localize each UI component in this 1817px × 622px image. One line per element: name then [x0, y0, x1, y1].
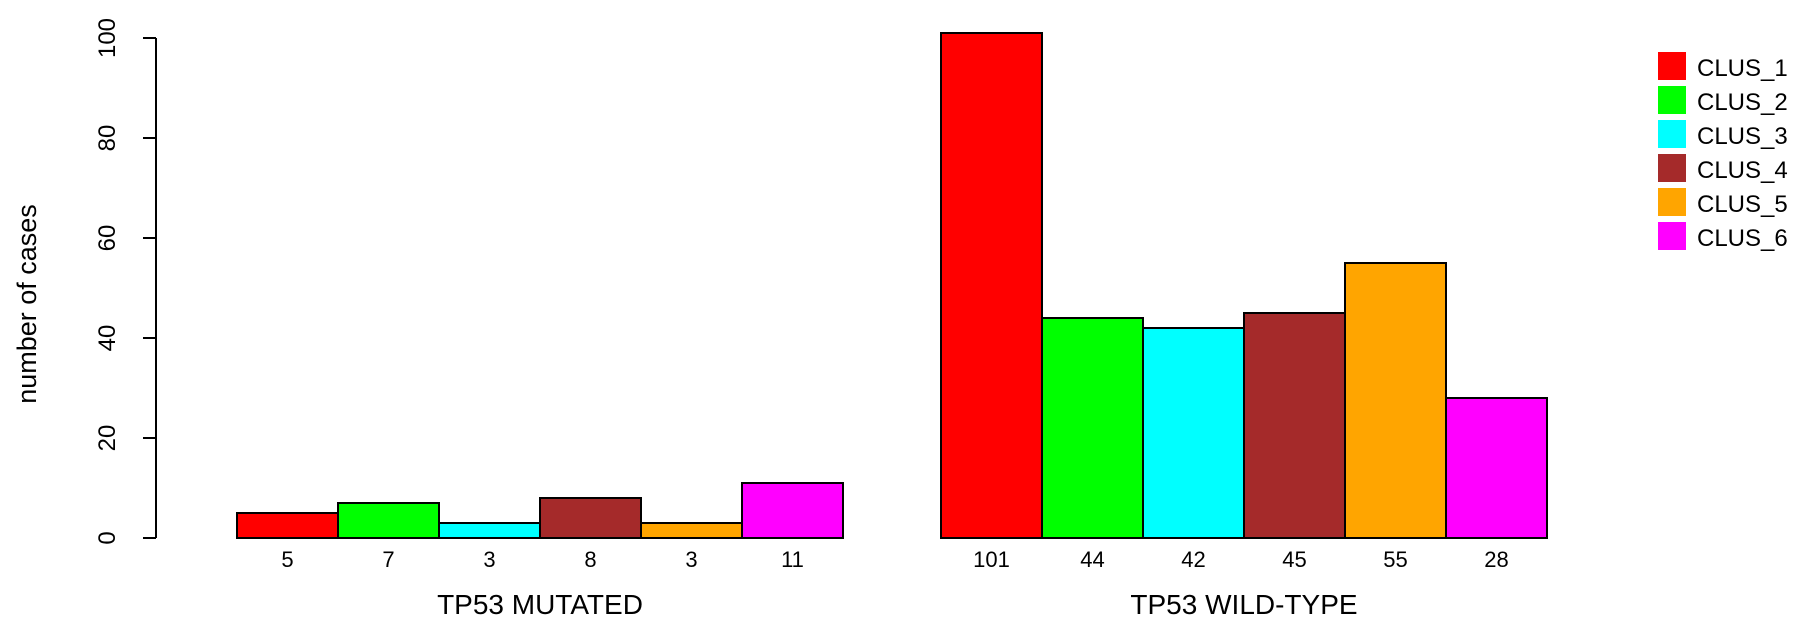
bar [741, 482, 844, 539]
bar [236, 512, 339, 539]
group-title: TP53 WILD-TYPE [1130, 589, 1357, 620]
legend-label: CLUS_5 [1697, 191, 1788, 218]
y-tick-label: 0 [94, 531, 121, 544]
bar-value-label: 11 [781, 547, 804, 572]
bar-value-label: 44 [1080, 547, 1104, 572]
y-tick-label: 20 [94, 425, 121, 452]
legend: CLUS_1 CLUS_2 CLUS_3 CLUS_4 CLUS_5 CLUS_6 [1658, 52, 1788, 252]
bar-value-label: 45 [1282, 547, 1306, 572]
bar-value-label: 7 [382, 547, 394, 572]
y-axis-title: number of cases [12, 204, 42, 404]
bar [1445, 397, 1548, 539]
bar [438, 522, 541, 539]
bar-value-label: 28 [1484, 547, 1508, 572]
bar [1142, 327, 1245, 539]
y-tick-label: 100 [94, 18, 121, 58]
y-axis: 0 20 40 60 80 100 [94, 18, 157, 545]
legend-swatch [1658, 52, 1686, 80]
legend-label: CLUS_3 [1697, 123, 1788, 150]
legend-label: CLUS_6 [1697, 225, 1788, 252]
bars [236, 32, 1548, 539]
bar [539, 497, 642, 539]
bar [1041, 317, 1144, 539]
y-tick-label: 80 [94, 125, 121, 152]
bar-value-label: 5 [281, 547, 293, 572]
bar-value-label: 3 [685, 547, 697, 572]
legend-swatch [1658, 120, 1686, 148]
bar [940, 32, 1043, 539]
y-tick-label: 40 [94, 325, 121, 352]
bar [1344, 262, 1447, 539]
legend-swatch [1658, 154, 1686, 182]
bar-value-label: 3 [483, 547, 495, 572]
legend-label: CLUS_4 [1697, 157, 1788, 184]
bar [337, 502, 440, 539]
legend-label: CLUS_2 [1697, 89, 1788, 116]
legend-swatch [1658, 188, 1686, 216]
legend-label: CLUS_1 [1697, 55, 1788, 82]
legend-swatch [1658, 86, 1686, 114]
group-titles: TP53 MUTATED TP53 WILD-TYPE [437, 589, 1358, 620]
bar [640, 522, 743, 539]
value-labels: 5 7 3 8 3 11 101 44 42 45 55 28 [281, 547, 1508, 572]
group-title: TP53 MUTATED [437, 589, 643, 620]
bar-value-label: 55 [1383, 547, 1407, 572]
bar-value-label: 42 [1181, 547, 1205, 572]
bar-value-label: 101 [973, 547, 1010, 572]
y-tick-label: 60 [94, 225, 121, 252]
legend-swatch [1658, 222, 1686, 250]
bar-value-label: 8 [584, 547, 596, 572]
bar [1243, 312, 1346, 539]
